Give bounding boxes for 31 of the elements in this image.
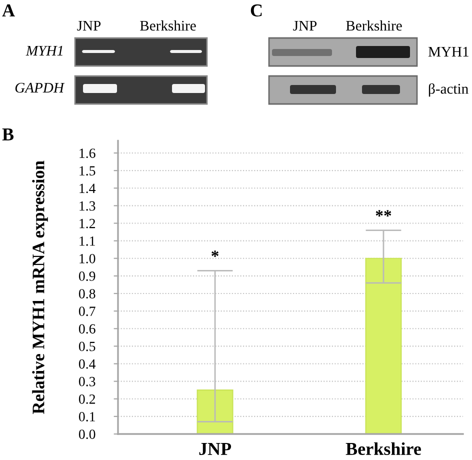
text: JNP [77, 20, 101, 31]
y-tick-label: 0.5 [78, 342, 96, 352]
chart-title: B [2, 128, 14, 140]
text: β-actin [428, 83, 468, 97]
text: A [2, 4, 15, 16]
text: GAPDH [15, 82, 65, 93]
y-tick-label: 0.1 [78, 412, 95, 422]
y-tick-label: 1.5 [80, 166, 96, 176]
y-tick-label: 0.3 [78, 376, 96, 386]
y-tick-label: 1.0 [80, 254, 96, 264]
text: JNP [293, 20, 317, 31]
y-tick-label: 1.1 [80, 236, 95, 246]
annotation: ** [376, 210, 392, 216]
y-tick-label: 0.8 [78, 289, 96, 299]
text: MYH1 [26, 46, 62, 56]
y-tick-label: 1.6 [80, 148, 96, 158]
text: MYH1 [428, 46, 468, 57]
text: Berkshire [346, 20, 402, 31]
y-tick-label: 0.6 [78, 324, 96, 334]
y-tick-label: 0.9 [78, 272, 96, 281]
y-tick-label: 0.2 [78, 394, 96, 404]
y-tick-label: 0.0 [78, 430, 96, 440]
text: Berkshire [140, 20, 196, 31]
y-tick-label: 1.2 [80, 218, 96, 228]
y-tick-label: 0.7 [78, 306, 96, 316]
y-tick-label: 1.3 [80, 201, 96, 211]
annotation: * [212, 250, 219, 257]
text: C [250, 4, 262, 17]
y-tick-label: 1.4 [80, 184, 96, 194]
y-tick-label: 0.4 [78, 359, 96, 369]
y-axis-title: Relative MYH1 mRNA expression [32, 160, 48, 414]
